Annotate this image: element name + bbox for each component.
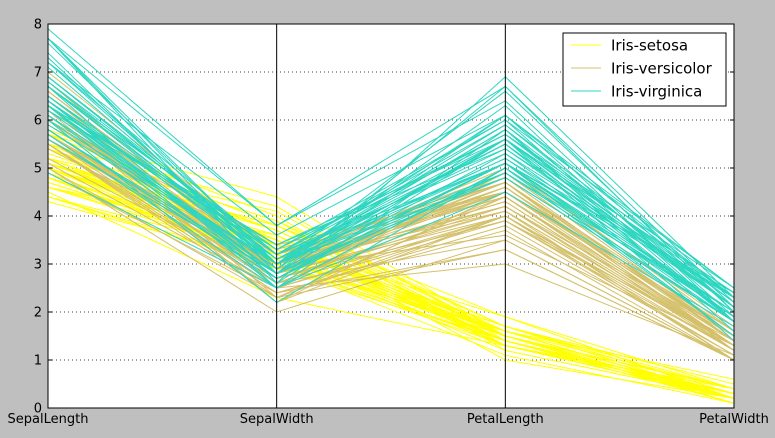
y-tick-label: 1 [34, 354, 42, 369]
series-line [47, 86, 735, 294]
series-line [47, 124, 735, 323]
series-2 [47, 28, 735, 342]
series-line [47, 119, 735, 337]
y-tick-label: 0 [34, 402, 42, 417]
series-line [47, 95, 735, 313]
x-tick-label: SepalWidth [240, 412, 314, 427]
y-tick-label: 7 [34, 66, 42, 81]
x-tick-label: SepalLength [8, 412, 89, 427]
series-line [47, 143, 735, 361]
legend-label: Iris-versicolor [611, 60, 713, 78]
y-tick-label: 8 [34, 18, 42, 33]
y-tick-label: 4 [34, 210, 42, 225]
series-line [47, 38, 735, 303]
legend-label: Iris-setosa [611, 37, 688, 55]
series-lines [47, 28, 735, 404]
series-line [47, 100, 735, 303]
x-tick-label: PetalWidth [699, 412, 769, 427]
y-tick-label: 2 [34, 306, 42, 321]
series-line [47, 62, 735, 289]
legend-label: Iris-virginica [611, 83, 702, 101]
x-tick-labels: SepalLength SepalWidth PetalLength PetalWid… [8, 412, 769, 427]
series-line [47, 162, 735, 356]
series-line [47, 129, 735, 318]
series-line [47, 109, 735, 299]
series-line [47, 143, 735, 347]
legend: Iris-setosa Iris-versicolor Iris-virginica [562, 32, 727, 107]
series-line [47, 172, 735, 327]
series-line [47, 167, 735, 361]
y-tick-label: 3 [34, 258, 42, 273]
y-tick-label: 5 [34, 162, 42, 177]
series-line [47, 85, 735, 289]
series-line [47, 38, 735, 313]
y-tick-labels: 0 1 2 3 4 5 6 7 8 [34, 18, 734, 417]
y-tick-label: 6 [34, 114, 42, 129]
x-tick-label: PetalLength [467, 412, 544, 427]
